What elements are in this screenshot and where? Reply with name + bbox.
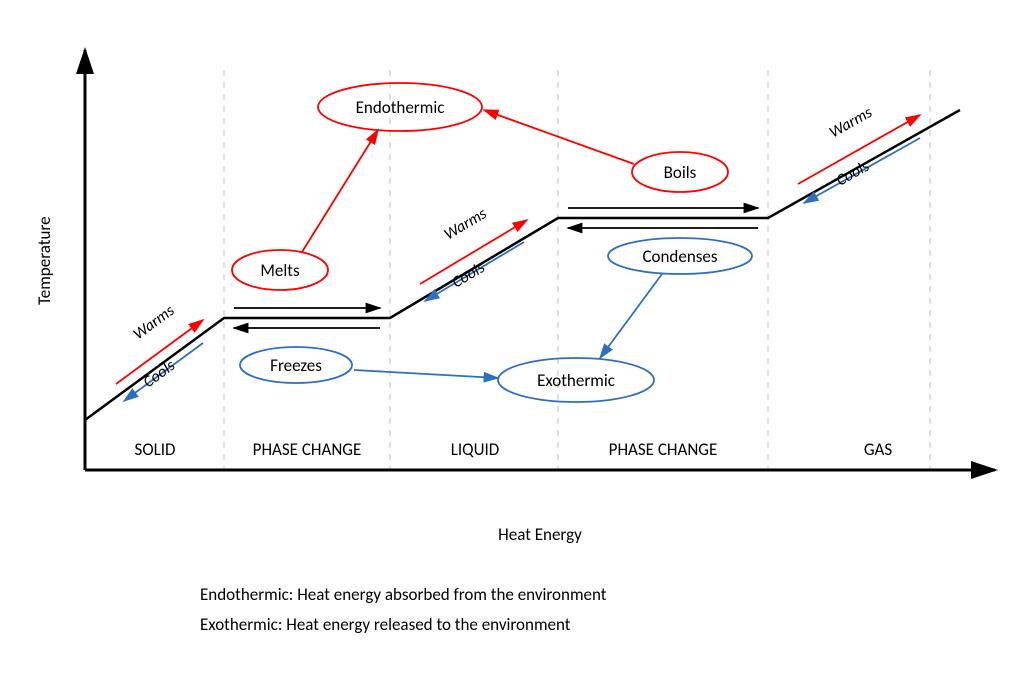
diagram-container: TemperatureHeat EnergyWarmsCoolsWarmsCoo… [0,0,1024,699]
region-label: SOLID [135,439,176,460]
x-axis-label: Heat Energy [498,524,582,545]
region-label: PHASE CHANGE [609,439,718,460]
callout-arrow [354,370,498,378]
region-label: PHASE CHANGE [253,439,362,460]
process-label: Endothermic [356,97,445,118]
region-label: LIQUID [451,439,500,460]
legend-line: Exothermic: Heat energy released to the … [200,614,571,635]
process-label: Freezes [270,355,322,376]
process-label: Exothermic [537,370,615,391]
warms-label: Warms [441,204,491,244]
process-label: Melts [260,260,300,281]
heating-curve-svg: TemperatureHeat EnergyWarmsCoolsWarmsCoo… [0,0,1024,699]
warms-label: Warms [130,301,179,344]
callout-arrow [484,110,634,164]
warms-label: Warms [826,103,876,143]
region-label: GAS [864,439,893,460]
callout-arrow [600,274,662,358]
callout-arrow [302,130,378,252]
process-label: Condenses [642,246,717,267]
heating-curve [85,110,960,420]
process-label: Boils [664,162,697,183]
y-axis-label: Temperature [34,216,55,305]
legend-line: Endothermic: Heat energy absorbed from t… [200,584,607,605]
